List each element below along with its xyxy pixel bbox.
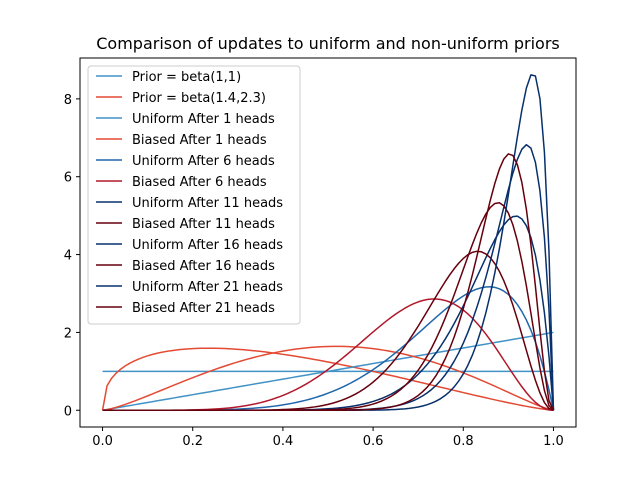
y-tick-label: 4: [64, 249, 72, 264]
legend-label: Uniform After 6 heads: [132, 154, 275, 169]
legend-label: Prior = beta(1.4,2.3): [132, 91, 266, 106]
legend-label: Prior = beta(1,1): [132, 70, 241, 85]
legend-label: Biased After 1 heads: [132, 133, 267, 148]
legend-label: Biased After 16 heads: [132, 259, 275, 274]
axes-frame: [79, 57, 577, 428]
x-tick-label: 0.0: [92, 434, 113, 449]
x-tick-label: 0.4: [273, 434, 294, 449]
series-line-11: [102, 153, 555, 412]
x-tick-label: 0.2: [182, 434, 203, 449]
legend-label: Uniform After 11 heads: [132, 196, 283, 211]
legend-label: Biased After 11 heads: [132, 217, 275, 232]
legend-label: Uniform After 1 heads: [132, 112, 275, 127]
legend-box: [87, 65, 301, 325]
legend-label: Biased After 21 heads: [132, 301, 275, 316]
y-tick-label: 2: [64, 326, 72, 341]
legend-label: Uniform After 16 heads: [132, 238, 283, 253]
legend-label: Biased After 6 heads: [132, 175, 267, 190]
series-line-1: [101, 347, 554, 412]
chart-title: Comparison of updates to uniform and non…: [96, 34, 559, 53]
x-tick-label: 0.8: [453, 434, 474, 449]
legend-label: Uniform After 21 heads: [132, 280, 283, 295]
series-line-2: [102, 331, 554, 411]
x-tick-label: 0.6: [363, 434, 384, 449]
series-lines: [101, 74, 555, 412]
y-tick-label: 0: [64, 404, 72, 419]
plot-area: 0.0 0.2 0.4 0.6 0.8 1.0 0 2 4 6 8: [64, 57, 577, 449]
y-tick-label: 6: [64, 171, 72, 186]
legend: Prior = beta(1,1) Prior = beta(1.4,2.3) Un…: [87, 65, 301, 325]
y-tick-label: 8: [64, 93, 72, 108]
series-line-3: [102, 345, 554, 412]
x-tick-label: 1.0: [543, 434, 564, 449]
